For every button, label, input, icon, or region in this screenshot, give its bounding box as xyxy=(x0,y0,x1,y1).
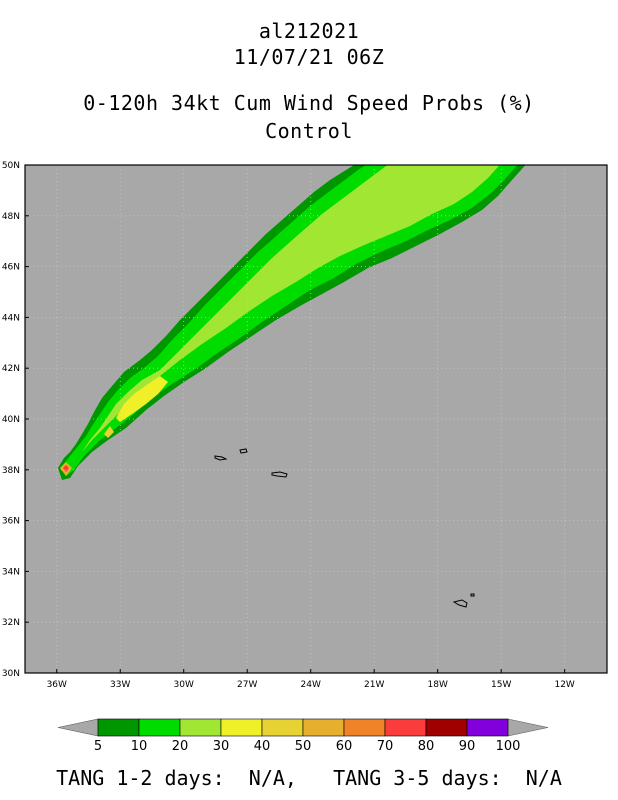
prob-band-20 xyxy=(82,165,500,452)
lat-tick-label: 36N xyxy=(2,517,20,527)
island-flores xyxy=(214,455,228,461)
tang-1-2-label: TANG 1-2 days: xyxy=(56,766,225,790)
island-madeira xyxy=(452,599,468,608)
lat-tick-label: 40N xyxy=(2,415,20,425)
colorbar-level-label: 20 xyxy=(172,739,189,754)
colorbar-level-label: 80 xyxy=(418,739,435,754)
lat-tick-label: 48N xyxy=(2,212,20,222)
colorbar-swatch xyxy=(179,718,222,737)
island-sao-miguel xyxy=(271,471,288,478)
colorbar-level-label: 60 xyxy=(336,739,353,754)
colorbar-swatch xyxy=(343,718,386,737)
lon-tick-label: 21W xyxy=(364,680,384,690)
lat-tick-label: 34N xyxy=(2,567,20,577)
colorbar-level-label: 70 xyxy=(377,739,394,754)
tang-footer: TANG 1-2 days: N/A, TANG 3-5 days: N/A xyxy=(0,766,618,790)
tang-1-2-value: N/A, xyxy=(248,766,297,790)
prob-band-40 xyxy=(104,426,114,438)
lat-tick-label: 32N xyxy=(2,618,20,628)
colorbar: 5 10 20 30 40 50 60 70 80 90 100 xyxy=(57,718,549,754)
colorbar-low-extension xyxy=(57,718,99,737)
lon-tick-label: 12W xyxy=(554,680,574,690)
lat-tick-label: 30N xyxy=(2,669,20,679)
colorbar-level-label: 50 xyxy=(295,739,312,754)
lon-tick-label: 27W xyxy=(237,680,257,690)
longitude-labels: 36W 33W 30W 27W 24W 21W 18W 15W 12W xyxy=(47,669,575,690)
colorbar-level-label: 40 xyxy=(254,739,271,754)
colorbar-swatch xyxy=(220,718,263,737)
lon-tick-label: 36W xyxy=(47,680,67,690)
lat-tick-label: 38N xyxy=(2,466,20,476)
colorbar-swatch xyxy=(302,718,345,737)
colorbar-swatch xyxy=(138,718,181,737)
lon-tick-label: 33W xyxy=(110,680,130,690)
datetime-title: 11/07/21 06Z xyxy=(233,45,385,69)
lon-tick-label: 15W xyxy=(491,680,511,690)
colorbar-level-label: 90 xyxy=(459,739,476,754)
map-figure: 30N 32N 34N 36N 38N 40N 42N 44N 46N 48N 50N 36W 33W… xyxy=(2,161,608,754)
lon-tick-label: 24W xyxy=(301,680,321,690)
colorbar-swatch xyxy=(466,718,509,737)
madeira-coastlines xyxy=(452,593,475,608)
lat-tick-label: 42N xyxy=(2,364,20,374)
colorbar-level-label: 100 xyxy=(496,739,521,754)
colorbar-high-extension xyxy=(507,718,549,737)
colorbar-swatch xyxy=(384,718,427,737)
colorbar-level-label: 5 xyxy=(94,739,102,754)
colorbar-swatch xyxy=(261,718,304,737)
prob-band-80-origin xyxy=(63,465,69,472)
colorbar-swatch xyxy=(97,718,140,737)
storm-id-title: al212021 xyxy=(258,19,360,43)
prob-band-5 xyxy=(58,165,526,480)
lat-tick-label: 46N xyxy=(2,263,20,273)
lon-tick-label: 30W xyxy=(174,680,194,690)
product-title: 0-120h 34kt Cum Wind Speed Probs (%) xyxy=(83,91,535,115)
colorbar-level-label: 10 xyxy=(131,739,148,754)
island-graciosa xyxy=(239,448,248,454)
tang-3-5-label: TANG 3-5 days: xyxy=(333,766,502,790)
tang-3-5-value: N/A xyxy=(525,766,562,790)
run-title: Control xyxy=(265,119,353,143)
colorbar-swatch xyxy=(425,718,468,737)
latitude-labels: 30N 32N 34N 36N 38N 40N 42N 44N 46N 48N 50N xyxy=(2,161,29,679)
azores-coastlines xyxy=(214,448,288,478)
probability-swath xyxy=(58,165,526,480)
lat-tick-label: 44N xyxy=(2,313,20,323)
prob-band-30 xyxy=(116,376,168,422)
prob-band-10 xyxy=(62,165,518,476)
colorbar-level-label: 30 xyxy=(213,739,230,754)
map-gridlines xyxy=(25,165,607,673)
island-porto-santo xyxy=(470,593,475,597)
lat-tick-label: 50N xyxy=(2,161,20,171)
lon-tick-label: 18W xyxy=(428,680,448,690)
